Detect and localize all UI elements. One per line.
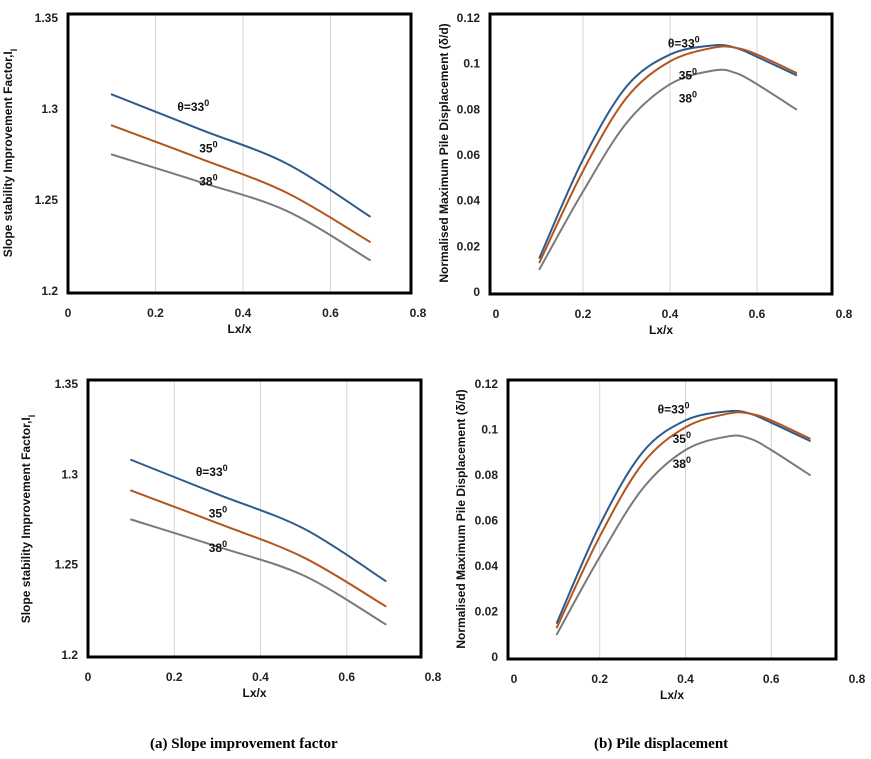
y-tick-label: 0.12: [475, 377, 499, 391]
curve-label: θ=330: [658, 401, 690, 417]
series-line-33: [538, 44, 798, 259]
plot-frame: [506, 378, 838, 661]
y-tick-label: 0.04: [475, 559, 499, 573]
y-tick-label: 0.06: [475, 514, 499, 528]
y-tick-label: 0.04: [457, 194, 481, 208]
y-tick-label: 0: [473, 285, 480, 299]
x-tick-label: 0.2: [575, 307, 592, 321]
y-tick-label: 1.2: [61, 648, 78, 662]
y-tick-label: 1.35: [35, 11, 59, 25]
curve-label: 350: [199, 140, 217, 156]
curve-label: 350: [679, 67, 697, 83]
x-tick-label: 0.2: [591, 672, 608, 686]
y-tick-label: 1.3: [41, 102, 58, 116]
y-tick-label: 0.12: [457, 11, 481, 25]
y-axis-label: Slope stability Improvement Factor,Il: [1, 49, 19, 258]
curve-label: 380: [199, 172, 217, 188]
x-tick-label: 0.4: [677, 672, 694, 686]
y-tick-label: 0.1: [481, 423, 498, 437]
x-tick-label: 0.6: [749, 307, 766, 321]
plot-frame: [86, 378, 423, 659]
y-axis-label: Normalised Maximum Pile Displacement (δ/…: [454, 389, 468, 648]
caption-b: (b) Pile displacement: [594, 736, 729, 752]
series-line-38: [130, 518, 387, 626]
series-line-38: [110, 153, 371, 262]
y-tick-label: 0.02: [457, 239, 481, 253]
y-tick-label: 0.02: [475, 605, 499, 619]
curve-label: θ=330: [668, 35, 700, 51]
caption-a: (a) Slope improvement factor: [150, 736, 338, 752]
chart-top-right: 0 0.2 0.4 0.6 0.8 0 0.02 0.04 0.06 0.08 0.1 0.12 Lx/…: [437, 11, 853, 337]
x-tick-label: 0: [65, 306, 72, 320]
series-line-33: [130, 458, 387, 582]
chart-top-left: 0 0.2 0.4 0.6 0.8 1.2 1.25 1.3 1.35 Lx/x Slope sta…: [1, 11, 427, 336]
y-tick-label: 0.1: [463, 57, 480, 71]
series-line-33: [110, 93, 371, 218]
curve-label: θ=330: [196, 463, 228, 479]
y-axis-label: Normalised Maximum Pile Displacement (δ/…: [437, 23, 451, 282]
x-tick-label: 0.8: [836, 307, 853, 321]
curve-label: 380: [679, 89, 697, 105]
y-tick-label: 1.35: [55, 377, 79, 391]
chart-bottom-left: 0 0.2 0.4 0.6 0.8 1.2 1.25 1.3 1.35 Lx/x Slope sta…: [19, 377, 442, 700]
series-line-35: [538, 45, 798, 264]
y-tick-label: 1.3: [61, 467, 78, 481]
series-line-35: [555, 411, 811, 629]
y-axis-label: Slope stability Improvement Factor,Il: [19, 415, 37, 624]
x-tick-label: 0.2: [147, 306, 164, 320]
x-tick-label: 0: [85, 670, 92, 684]
x-axis-label: Lx/x: [227, 322, 251, 336]
plot-frame: [488, 12, 834, 296]
curve-label: θ=330: [177, 98, 209, 114]
y-tick-label: 0: [491, 650, 498, 664]
x-axis-label: Lx/x: [660, 688, 684, 702]
x-axis-label: Lx/x: [649, 323, 673, 337]
y-tick-label: 0.08: [475, 468, 499, 482]
y-tick-label: 1.25: [35, 193, 59, 207]
x-tick-label: 0.8: [425, 670, 442, 684]
series-line-33: [555, 409, 811, 624]
x-tick-label: 0: [493, 307, 500, 321]
x-tick-label: 0.4: [662, 307, 679, 321]
plot-frame: [66, 12, 413, 295]
curve-label: 380: [673, 455, 691, 471]
curve-label: 350: [209, 505, 227, 521]
x-tick-label: 0.6: [763, 672, 780, 686]
series-line-35: [110, 124, 371, 243]
x-tick-label: 0.8: [849, 672, 866, 686]
y-tick-label: 0.08: [457, 102, 481, 116]
y-tick-label: 1.25: [55, 558, 79, 572]
x-tick-label: 0.2: [166, 670, 183, 684]
series-line-38: [555, 434, 811, 636]
x-tick-label: 0.4: [235, 306, 252, 320]
x-axis-label: Lx/x: [242, 686, 266, 700]
series-line-38: [538, 68, 798, 271]
curve-label: 350: [673, 430, 691, 446]
x-tick-label: 0.8: [410, 306, 427, 320]
series-line-35: [130, 489, 387, 608]
y-tick-label: 1.2: [41, 284, 58, 298]
y-tick-label: 0.06: [457, 148, 481, 162]
x-tick-label: 0.6: [322, 306, 339, 320]
curve-label: 380: [209, 539, 227, 555]
chart-bottom-right: 0 0.2 0.4 0.6 0.8 0 0.02 0.04 0.06 0.08 0.1 0.12 Lx/…: [454, 377, 866, 702]
x-tick-label: 0: [511, 672, 518, 686]
x-tick-label: 0.4: [252, 670, 269, 684]
x-tick-label: 0.6: [338, 670, 355, 684]
